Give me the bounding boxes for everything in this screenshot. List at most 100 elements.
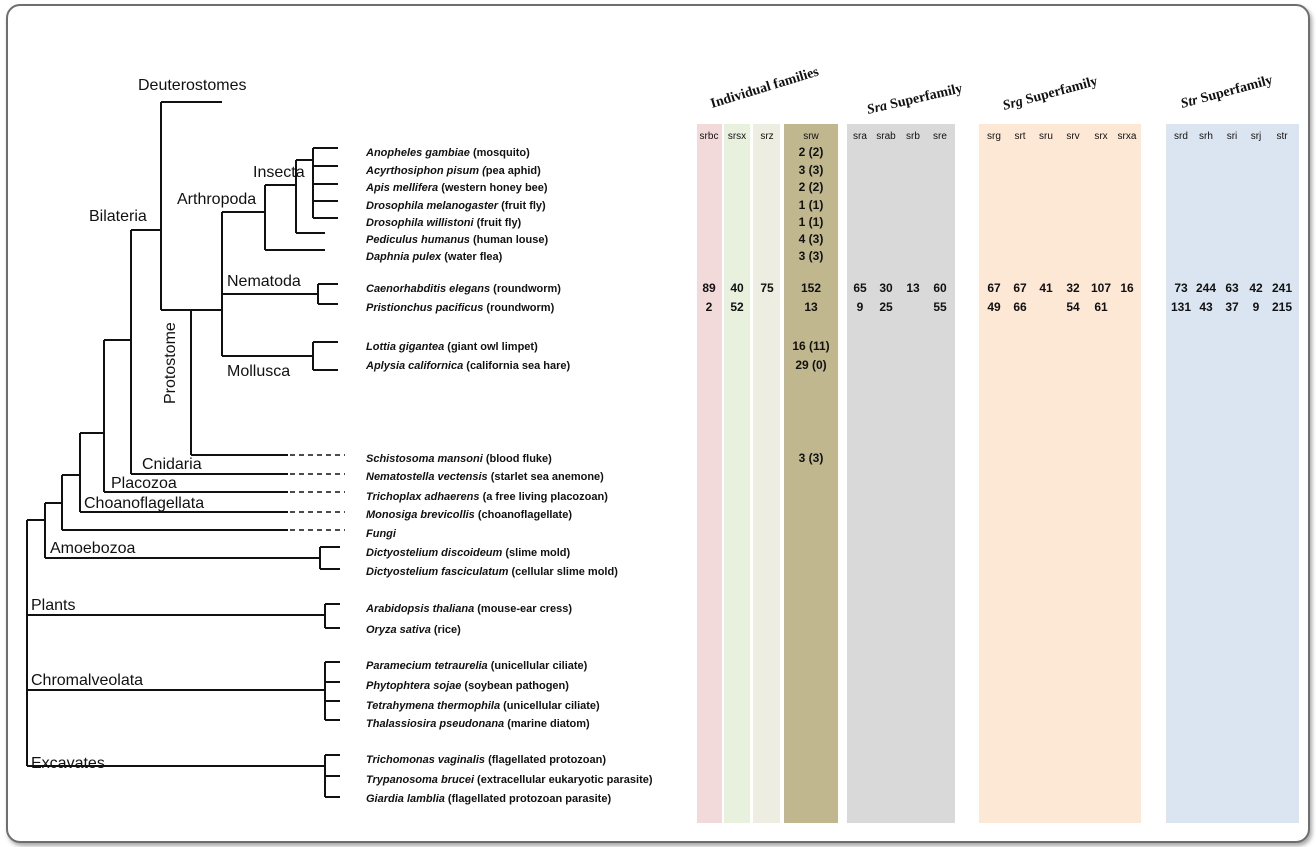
col-header-srj: srj: [1251, 131, 1262, 142]
count-cell-srw: 3 (3): [799, 249, 824, 263]
group-srg-rest: Superfamily: [1021, 74, 1100, 109]
count-cell-sra: 9: [857, 300, 864, 314]
col-header-sre: sre: [933, 131, 947, 142]
species-binomial: Pediculus humanus: [366, 234, 470, 246]
species-label: Giardia lamblia (flagellated protozoan p…: [366, 793, 611, 805]
species-binomial: Thalassiosira pseudonana: [366, 718, 504, 730]
band-srz: [753, 124, 780, 823]
count-cell-srd: 73: [1174, 281, 1188, 295]
count-cell-srsx: 40: [730, 281, 744, 295]
species-common-name: (starlet sea anemone): [488, 471, 604, 483]
count-cell-srh: 43: [1199, 300, 1213, 314]
column-bands: [697, 124, 1299, 823]
count-cell-srbc: 89: [702, 281, 716, 295]
species-binomial: Phytophtera sojae: [366, 680, 461, 692]
species-binomial: Caenorhabditis elegans: [366, 283, 490, 295]
species-common-name: (unicellular ciliate): [488, 660, 588, 672]
group-sra-rest: Superfamily: [885, 81, 964, 113]
species-binomial: Fungi: [366, 528, 397, 540]
count-cell-srz: 75: [760, 281, 774, 295]
species-label: Drosophila willistoni (fruit fly): [366, 217, 522, 229]
column-headers: srbc srsx srz srw sra srab srb sre srg srt sru srv s…: [700, 131, 1289, 142]
species-label: Phytophtera sojae (soybean pathogen): [366, 680, 569, 692]
col-header-srv: srv: [1066, 131, 1079, 142]
count-cell-srw: 3 (3): [799, 163, 824, 177]
species-binomial: Nematostella vectensis: [366, 471, 488, 483]
count-cell-srw: 16 (11): [792, 339, 829, 353]
species-binomial: Drosophila melanogaster: [366, 200, 499, 212]
species-label: Arabidopsis thaliana (mouse-ear cress): [365, 603, 572, 615]
group-sra-italic: Sra: [866, 99, 889, 118]
col-header-srg: srg: [987, 131, 1001, 142]
count-cells: 2 (2) 3 (3) 2 (2) 1 (1) 1 (1) 4 (3) 3 (3) 89 40 7…: [702, 145, 1292, 465]
species-label: Pristionchus pacificus (roundworm): [366, 302, 555, 314]
count-cell-srj: 9: [1253, 300, 1260, 314]
band-srbc: [697, 124, 722, 823]
species-common-name: (blood fluke): [483, 453, 552, 465]
species-binomial: Dictyostelium fasciculatum: [366, 566, 509, 578]
species-binomial: Pristionchus pacificus: [366, 302, 483, 314]
col-header-sri: sri: [1227, 131, 1238, 142]
species-binomial: Arabidopsis thaliana: [365, 603, 474, 615]
clade-protostome: Protostome: [162, 322, 179, 404]
count-cell-srbc: 2: [706, 300, 713, 314]
clade-choanoflagellata: Choanoflagellata: [84, 495, 204, 512]
species-binomial: Apis mellifera: [365, 182, 438, 194]
count-cell-sru: 41: [1039, 281, 1053, 295]
species-binomial: Schistosoma mansoni: [366, 453, 484, 465]
count-cell-srg: 49: [987, 300, 1001, 314]
band-srsx: [724, 124, 750, 823]
count-cell-srw: 13: [804, 300, 818, 314]
clade-nematoda: Nematoda: [227, 273, 301, 290]
species-common-name: (extracellular eukaryotic parasite): [474, 774, 653, 786]
col-header-srx: srx: [1094, 131, 1107, 142]
band-srg-group: [979, 124, 1141, 823]
dashed-branches: [290, 454, 345, 531]
species-binomial: Anopheles gambiae: [365, 147, 470, 159]
species-label: Apis mellifera (western honey bee): [365, 182, 548, 194]
species-binomial: Paramecium tetraurelia: [366, 660, 488, 672]
species-binomial: Aplysia californica: [365, 360, 463, 372]
col-header-srsx: srsx: [728, 131, 746, 142]
count-cell-srw: 29 (0): [795, 358, 826, 372]
species-common-name: (human louse): [470, 234, 549, 246]
species-label: Dictyostelium fasciculatum (cellular sli…: [366, 566, 618, 578]
count-cell-sre: 55: [933, 300, 947, 314]
count-cell-sre: 60: [933, 281, 947, 295]
col-header-srxa: srxa: [1118, 131, 1137, 142]
clade-placozoa: Placozoa: [111, 475, 177, 492]
band-srw: [784, 124, 838, 823]
species-label: Paramecium tetraurelia (unicellular cili…: [366, 660, 588, 672]
count-cell-sri: 63: [1225, 281, 1239, 295]
species-label: Lottia gigantea (giant owl limpet): [366, 341, 538, 353]
species-binomial: Acyrthosiphon pisum (: [365, 165, 487, 177]
species-binomial: Oryza sativa: [366, 624, 431, 636]
count-cell-srw: 1 (1): [799, 215, 824, 229]
species-label: Thalassiosira pseudonana (marine diatom): [366, 718, 590, 730]
species-binomial: Monosiga brevicollis: [366, 509, 475, 521]
species-common-name: (rice): [431, 624, 461, 636]
col-header-sra: sra: [853, 131, 867, 142]
species-label: Acyrthosiphon pisum (pea aphid): [365, 165, 541, 177]
species-common-name: (marine diatom): [504, 718, 590, 730]
count-cell-srj: 42: [1249, 281, 1263, 295]
species-label: Aplysia californica (california sea hare…: [365, 360, 571, 372]
count-cell-srw: 152: [801, 281, 821, 295]
species-common-name: (roundworm): [490, 283, 561, 295]
species-label: Daphnia pulex (water flea): [366, 251, 503, 263]
species-common-name: (slime mold): [502, 547, 570, 559]
clade-labels: Deuterostomes Bilateria Arthropoda Insec…: [31, 77, 305, 772]
count-cell-srw: 1 (1): [799, 198, 824, 212]
count-cell-srab: 25: [879, 300, 893, 314]
count-cell-srw: 2 (2): [799, 145, 824, 159]
clade-amoebozoa: Amoebozoa: [50, 540, 135, 557]
count-cell-srb: 13: [906, 281, 920, 295]
species-label: Nematostella vectensis (starlet sea anem…: [366, 471, 604, 483]
species-binomial: Tetrahymena thermophila: [366, 700, 500, 712]
species-labels: Anopheles gambiae (mosquito) Acyrthosipho…: [365, 147, 653, 805]
group-str-italic: Str: [1179, 93, 1200, 112]
species-common-name: (cellular slime mold): [508, 566, 618, 578]
col-header-srz: srz: [760, 131, 773, 142]
species-binomial: Lottia gigantea: [366, 341, 444, 353]
col-header-srb: srb: [906, 131, 920, 142]
